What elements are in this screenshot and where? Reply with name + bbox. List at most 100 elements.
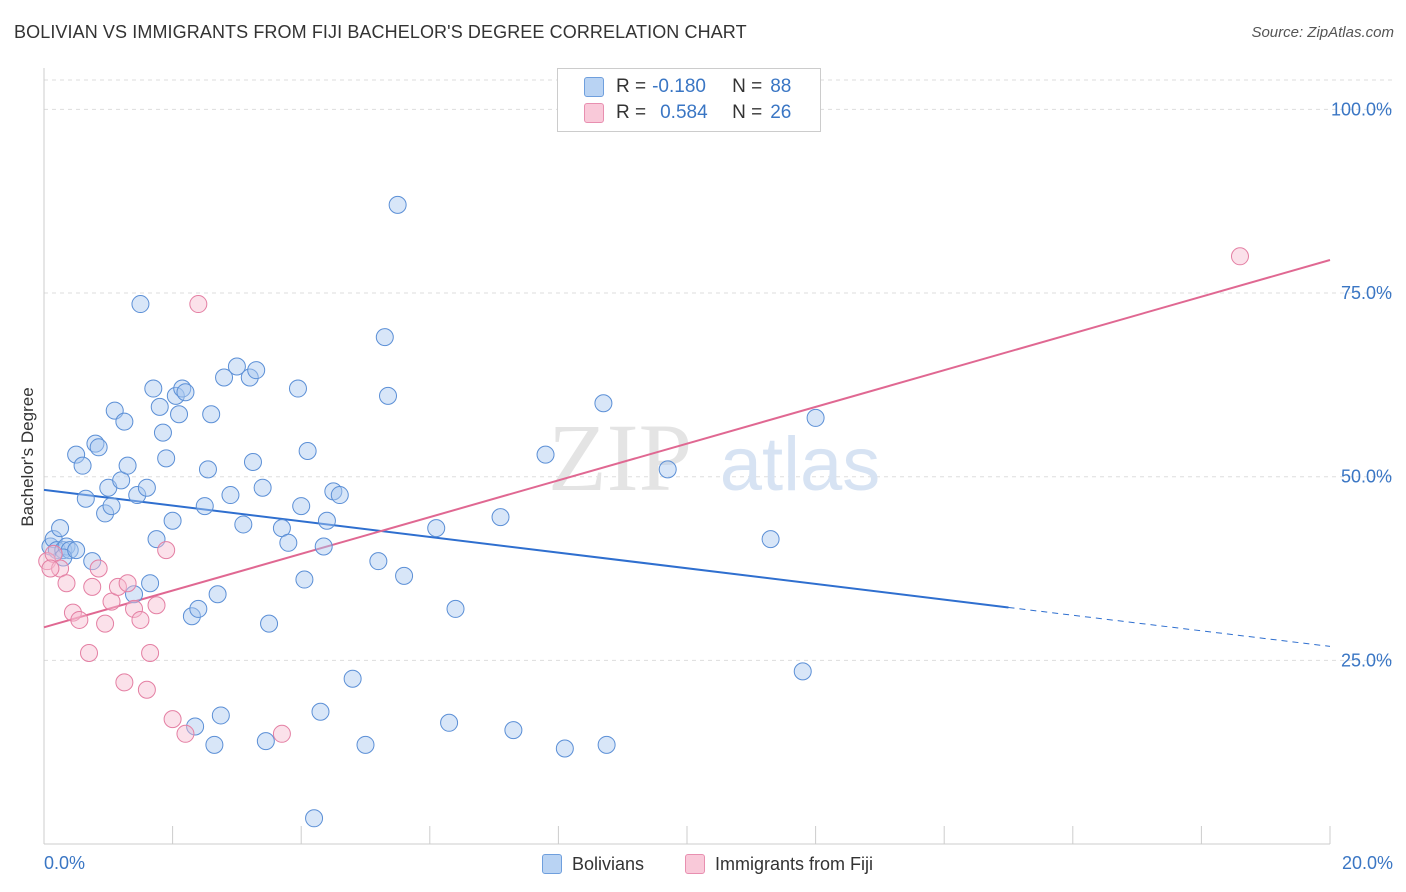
chart-title: BOLIVIAN VS IMMIGRANTS FROM FIJI BACHELO… [14, 22, 747, 42]
y-tick-label: 100.0% [1331, 99, 1392, 119]
bolivian-point [83, 552, 102, 571]
bolivian-point [189, 599, 208, 618]
bolivian-point [115, 412, 134, 431]
fiji-point [137, 680, 156, 699]
fiji-point [63, 603, 82, 622]
bolivian-point [208, 585, 227, 604]
legend-n-value: 26 [770, 102, 792, 123]
data-points [38, 195, 1249, 828]
bolivian-point [292, 497, 311, 516]
bolivian-point [51, 519, 70, 538]
legend-r-value: 0.584 [660, 102, 708, 123]
bolivian-point [314, 537, 333, 556]
bolivian-point [761, 530, 780, 549]
legend-row-bolivians: R = -0.180 N = 88 [584, 75, 791, 99]
bolivian-point [253, 478, 272, 497]
legend-r-label: R = [616, 102, 647, 123]
bolivian-point [806, 408, 825, 427]
bolivian-point [150, 397, 169, 416]
legend-r-value: -0.180 [652, 76, 706, 97]
bolivian-point [195, 497, 214, 516]
bolivian-point [504, 721, 523, 740]
fiji-point [118, 574, 137, 593]
y-axis-label: Bachelor's Degree [18, 387, 37, 526]
bolivian-point [440, 713, 459, 732]
bolivian-point [279, 533, 298, 552]
fiji-point [163, 710, 182, 729]
bolivian-point [125, 585, 144, 604]
bolivian-point [102, 497, 121, 516]
fiji-trend-line [43, 259, 1331, 629]
bolivian-trend-line [43, 488, 1009, 609]
fiji-point [131, 610, 150, 629]
bolivian-point [54, 541, 73, 560]
legend-n-value: 88 [770, 76, 792, 97]
bolivian-point [137, 478, 156, 497]
x-tick-label: 20.0% [1342, 853, 1393, 873]
bolivian-point [317, 511, 336, 530]
bolivian-point [260, 614, 279, 633]
fiji-label: Immigrants from Fiji [715, 853, 874, 874]
fiji-point [96, 614, 115, 633]
bolivian-point [375, 328, 394, 347]
fiji-point [1230, 247, 1249, 266]
fiji-point [125, 599, 144, 618]
bottom-legend-fiji: Immigrants from Fiji [685, 852, 873, 876]
bolivian-point [221, 486, 240, 505]
bolivian-point [243, 453, 262, 471]
legend-row-fiji: R = 0.584 N = 26 [584, 101, 791, 125]
bolivian-point [141, 574, 160, 593]
fiji-point [108, 577, 127, 596]
fiji-point [141, 644, 160, 662]
bolivian-point [597, 735, 616, 754]
fiji-point [89, 559, 108, 578]
bolivian-point [536, 445, 555, 464]
axes [43, 68, 1331, 845]
bolivian-point [211, 706, 230, 725]
y-tick-label: 25.0% [1341, 650, 1392, 670]
bolivian-point [240, 368, 259, 387]
bolivian-point [176, 383, 195, 402]
bolivian-point [118, 456, 137, 475]
fiji-point [157, 541, 176, 560]
y-tick-label: 50.0% [1341, 467, 1392, 487]
bolivian-point [76, 489, 95, 508]
trend-lines [43, 259, 1331, 647]
bolivian-point [427, 519, 446, 538]
bolivian-point [369, 552, 388, 571]
bolivian-point [131, 295, 150, 314]
bolivian-point [793, 662, 812, 681]
watermark-zip: ZIP [548, 404, 692, 511]
legend-swatch-pink-icon [584, 103, 604, 123]
fiji-point [80, 644, 99, 662]
bolivian-point [388, 195, 407, 214]
bolivian-point [128, 486, 147, 505]
bolivian-trend-extension [1008, 606, 1331, 647]
fiji-point [189, 295, 208, 314]
bolivian-point [182, 607, 201, 626]
bottom-legend-bolivians: Bolivians [542, 852, 644, 876]
fiji-point [176, 724, 195, 743]
bolivians-label: Bolivians [572, 853, 645, 874]
bolivian-point [234, 515, 253, 534]
bolivian-point [153, 423, 172, 442]
bolivian-point [298, 441, 317, 460]
bolivian-point [67, 445, 86, 464]
watermark: ZIP atlas [548, 404, 880, 511]
legend-r-label: R = [616, 76, 647, 97]
bolivian-point [295, 570, 314, 589]
legend-n-label: N = [732, 102, 763, 123]
x-tick-label: 0.0% [44, 853, 85, 873]
bolivian-point [73, 456, 92, 475]
bolivian-point [96, 504, 115, 523]
bolivian-point [89, 438, 108, 457]
fiji-swatch-icon [685, 854, 705, 874]
bolivian-point [144, 379, 163, 398]
bolivian-point [163, 511, 182, 530]
y-tick-label: 75.0% [1341, 283, 1392, 303]
bolivian-point [288, 379, 307, 398]
bolivian-point [343, 669, 362, 688]
fiji-point [83, 577, 102, 596]
legend-n-label: N = [732, 76, 763, 97]
bolivian-point [446, 599, 465, 618]
